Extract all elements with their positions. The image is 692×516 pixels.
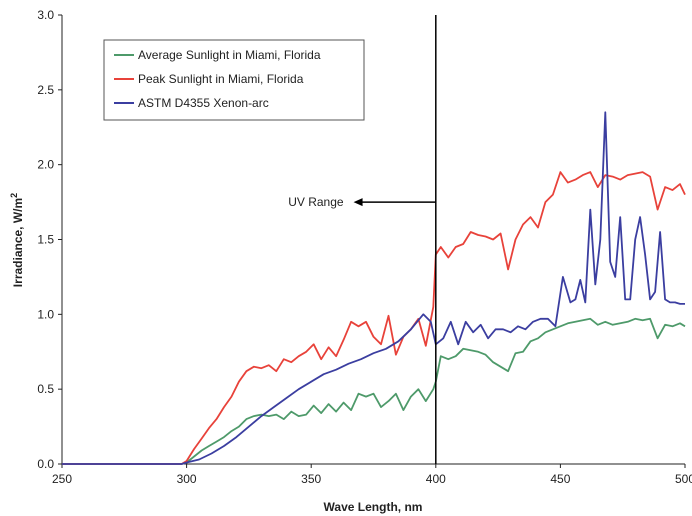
series-line-2 [62,171,686,465]
x-axis-title: Wave Length, nm [324,500,423,514]
legend: Average Sunlight in Miami, Florida Peak S… [103,39,365,121]
legend-label-3: ASTM D4355 Xenon-arc [138,96,269,110]
x-tick-label: 350 [301,472,321,486]
y-tick-label: 1.5 [37,233,54,247]
y-tick-label: 0.0 [37,457,54,471]
y-tick-label: 2.0 [37,158,54,172]
legend-box [103,39,365,121]
y-axis-title-sup: 2 [9,193,19,198]
y-tick-label: 1.0 [37,307,54,321]
y-tick-label: 2.5 [37,83,54,97]
series-line-1 [62,317,686,465]
series-lines [62,111,686,465]
y-tick-label: 0.5 [37,382,54,396]
y-axis-title: Irradiance, W/m2 [9,193,25,287]
x-tick-label: 500 [675,472,692,486]
y-tick-label: 3.0 [37,8,54,22]
y-axis-title-main: Irradiance, W/m [11,198,25,287]
x-tick-label: 300 [177,472,197,486]
legend-label-2: Peak Sunlight in Miami, Florida [138,72,304,86]
arrow-head-icon [353,198,363,207]
uv-range-annotation: UV Range [288,15,437,464]
ticks: 0.0 0.5 1.0 1.5 2.0 2.5 3.0 250 300 350 400 450 500 [37,8,692,486]
x-tick-label: 400 [426,472,446,486]
legend-label-1: Average Sunlight in Miami, Florida [138,48,321,62]
series-line-3 [62,111,685,465]
uv-range-label: UV Range [288,195,344,209]
x-tick-label: 450 [550,472,570,486]
x-tick-label: 250 [52,472,72,486]
